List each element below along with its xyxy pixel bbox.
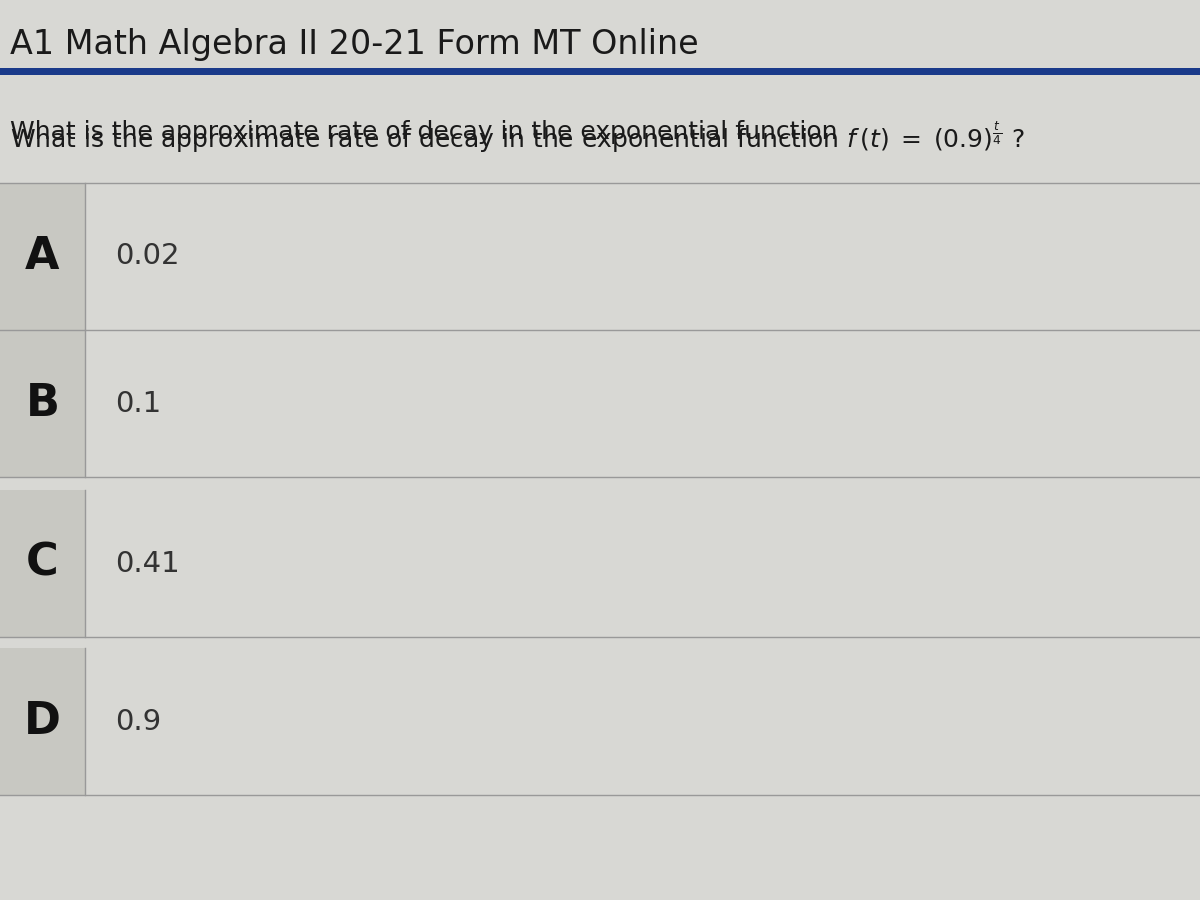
Text: What is the approximate rate of decay in the exponential function: What is the approximate rate of decay in… [10, 120, 846, 144]
Bar [0, 183, 85, 330]
Text: D: D [24, 700, 61, 743]
Bar [0, 648, 85, 795]
Text: 0.9: 0.9 [115, 707, 161, 735]
Bar [0, 68, 1200, 75]
Text: A1 Math Algebra II 20-21 Form MT Online: A1 Math Algebra II 20-21 Form MT Online [10, 28, 698, 61]
Text: What is the approximate rate of decay in the exponential function $f\,(t)\;=\;(0: What is the approximate rate of decay in… [10, 120, 1025, 156]
Text: B: B [25, 382, 60, 425]
Bar [0, 330, 85, 477]
Text: 0.02: 0.02 [115, 242, 180, 271]
Text: 0.41: 0.41 [115, 550, 180, 578]
Bar [0, 490, 85, 637]
Text: C: C [26, 542, 59, 585]
Text: 0.1: 0.1 [115, 390, 161, 418]
Text: A: A [25, 235, 60, 278]
